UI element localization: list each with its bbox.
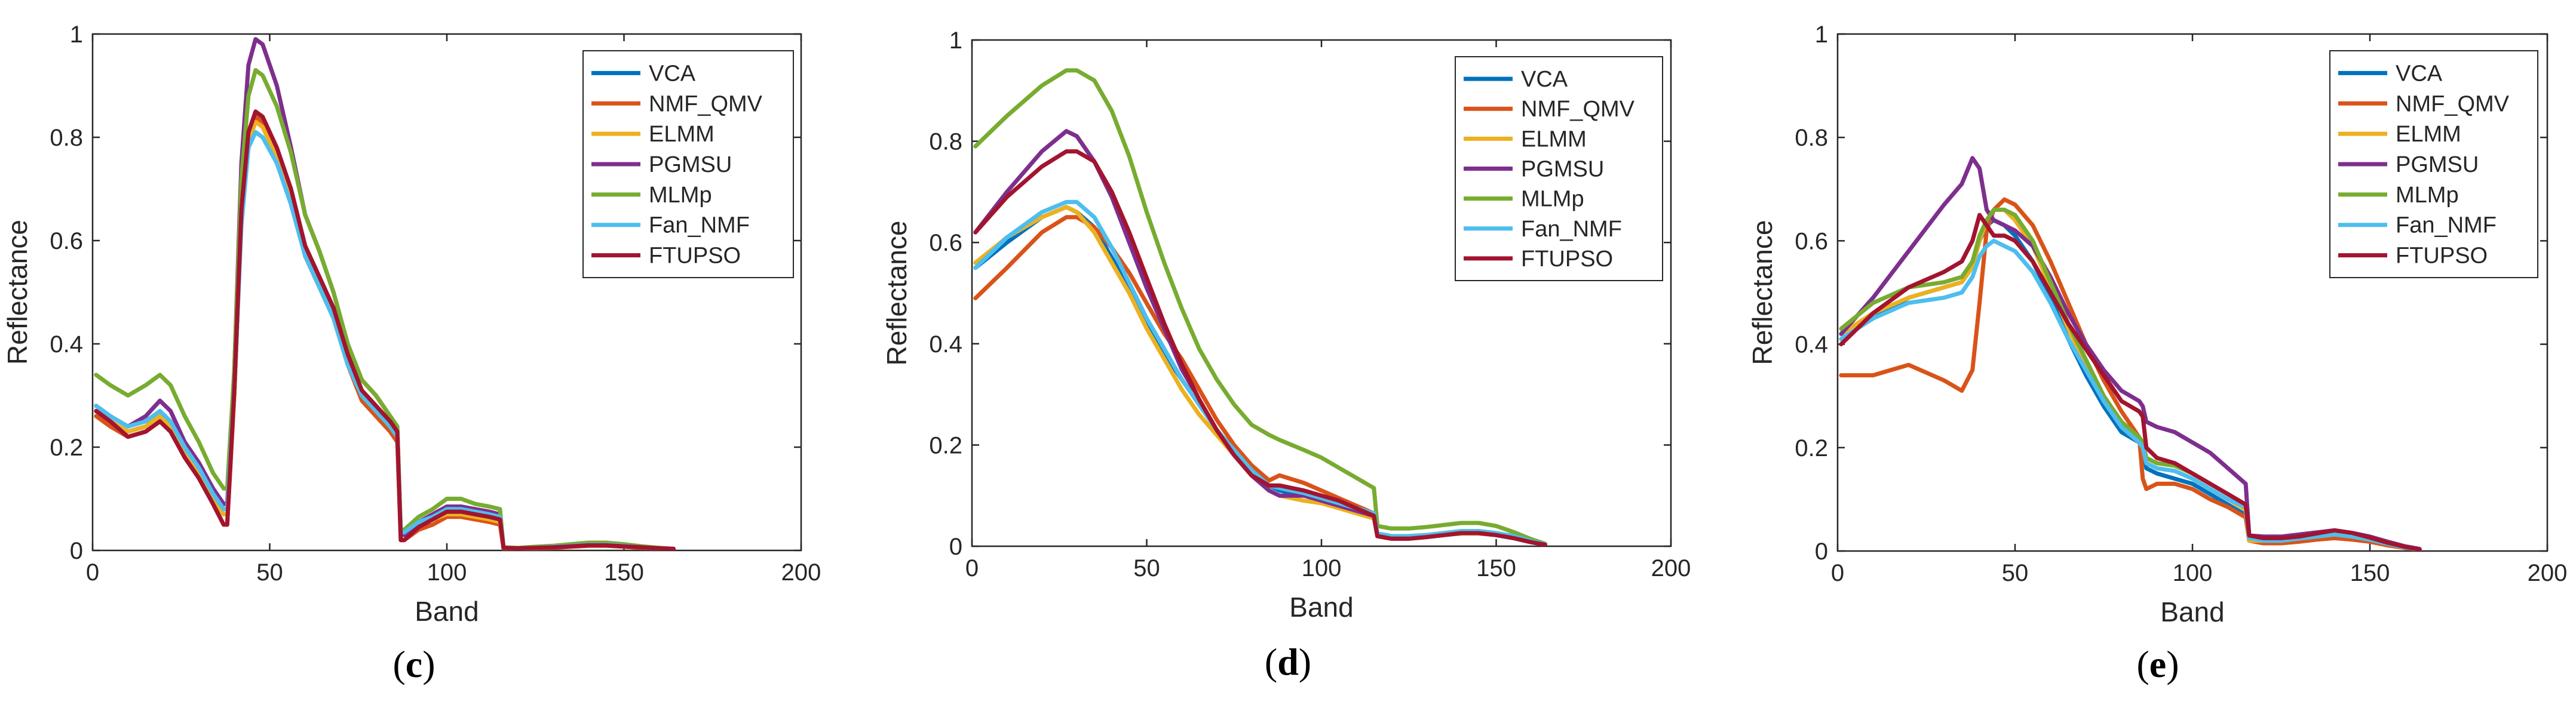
series-line-ftupso <box>973 149 1547 546</box>
legend-label: MLMp <box>1521 187 1584 212</box>
legend-label: PGMSU <box>649 152 732 177</box>
x-axis-label: Band <box>1289 592 1353 623</box>
y-tick-label: 0 <box>949 534 962 560</box>
y-tick-label: 0.8 <box>50 125 83 151</box>
y-tick-label: 0.8 <box>929 129 962 155</box>
panel-caption: (c) <box>392 643 435 685</box>
y-tick-label: 1 <box>70 21 83 48</box>
x-tick-label: 0 <box>86 559 99 586</box>
legend-label: MLMp <box>2396 183 2459 208</box>
x-axis-label: Band <box>2160 596 2224 627</box>
y-tick-label: 0.4 <box>1795 332 1828 358</box>
series-line-ftupso <box>94 109 676 550</box>
y-axis-label: Reflectance <box>1747 220 1778 365</box>
series-group <box>973 68 1547 546</box>
x-tick-label: 50 <box>1133 555 1160 581</box>
y-tick-label: 0.2 <box>929 432 962 458</box>
y-tick-label: 0.6 <box>50 228 83 254</box>
chart-panel-e: 0 50 100 150 200 0 0.2 0.4 0.6 0.8 1 Band Reflectanc… <box>1747 21 2567 685</box>
panel-caption-letter: e <box>2149 643 2166 685</box>
x-tick-label: 100 <box>427 559 467 586</box>
y-tick-label: 0.2 <box>50 435 83 461</box>
panel-caption: (e) <box>2136 643 2179 685</box>
y-tick-label: 0.4 <box>929 331 962 358</box>
y-tick-label: 0.6 <box>1795 228 1828 254</box>
legend-label: PGMSU <box>2396 152 2479 177</box>
y-axis-label: Reflectance <box>881 221 912 366</box>
y-tick-label: 0.8 <box>1795 125 1828 151</box>
chart-panel-c: 0 50 100 150 200 0 0.2 0.4 0.6 0.8 1 Band Reflectanc… <box>2 21 821 685</box>
panel-caption-letter: c <box>406 643 422 685</box>
x-tick-label: 150 <box>604 559 644 586</box>
x-tick-label: 200 <box>781 559 821 586</box>
x-tick-label: 0 <box>965 555 979 581</box>
legend-label: Fan_NMF <box>2396 213 2497 238</box>
series-line-nmf-qmv <box>1839 197 2422 551</box>
legend-label: VCA <box>2396 61 2443 86</box>
y-tick-label: 1 <box>1815 21 1828 48</box>
panel-caption: (d) <box>1265 641 1311 683</box>
series-line-mlmp <box>973 68 1547 546</box>
legend-label: NMF_QMV <box>1521 97 1635 122</box>
legend: VCA NMF_QMV ELMM PGMSU MLMp Fan_NMF FTUPSO <box>1455 56 1663 281</box>
legend-label: Fan_NMF <box>1521 217 1622 242</box>
x-tick-label: 0 <box>1831 560 1844 586</box>
legend: VCA NMF_QMV ELMM PGMSU MLMp Fan_NMF FTUPSO <box>582 50 794 278</box>
legend-label: ELMM <box>649 122 714 147</box>
x-tick-label: 50 <box>256 559 283 586</box>
legend-label: ELMM <box>2396 122 2461 147</box>
series-group <box>94 37 676 550</box>
x-tick-label: 150 <box>1476 555 1516 581</box>
series-line-fan-nmf <box>1839 238 2422 551</box>
y-tick-label: 1 <box>949 27 962 54</box>
legend-label: FTUPSO <box>1521 247 1613 272</box>
chart-panel-d: 0 50 100 150 200 0 0.2 0.4 0.6 0.8 1 Band Reflectanc… <box>881 27 1691 683</box>
legend-label: MLMp <box>649 183 712 208</box>
series-line-ftupso <box>1839 213 2422 551</box>
x-tick-label: 150 <box>2350 560 2390 586</box>
x-tick-label: 50 <box>2002 560 2029 586</box>
x-tick-label: 100 <box>1302 555 1342 581</box>
legend-label: PGMSU <box>1521 157 1604 182</box>
legend-label: FTUPSO <box>2396 244 2488 269</box>
y-tick-label: 0 <box>70 538 83 564</box>
y-tick-label: 0.2 <box>1795 435 1828 461</box>
x-tick-label: 200 <box>2528 560 2568 586</box>
legend-label: ELMM <box>1521 127 1587 152</box>
legend-label: NMF_QMV <box>2396 91 2510 116</box>
series-group <box>1839 156 2422 551</box>
legend-label: Fan_NMF <box>649 213 750 238</box>
legend-label: VCA <box>1521 67 1568 92</box>
x-tick-label: 100 <box>2173 560 2213 586</box>
legend-label: VCA <box>649 61 696 86</box>
x-axis-label: Band <box>415 596 479 627</box>
y-tick-label: 0.6 <box>929 230 962 256</box>
y-tick-label: 0.4 <box>50 331 83 358</box>
x-tick-label: 200 <box>1651 555 1691 581</box>
y-tick-label: 0 <box>1815 538 1828 565</box>
legend-label: NMF_QMV <box>649 91 763 116</box>
y-axis-label: Reflectance <box>2 220 33 365</box>
panel-caption-letter: d <box>1277 641 1299 683</box>
legend: VCA NMF_QMV ELMM PGMSU MLMp Fan_NMF FTUPSO <box>2329 50 2538 278</box>
legend-label: FTUPSO <box>649 244 741 269</box>
